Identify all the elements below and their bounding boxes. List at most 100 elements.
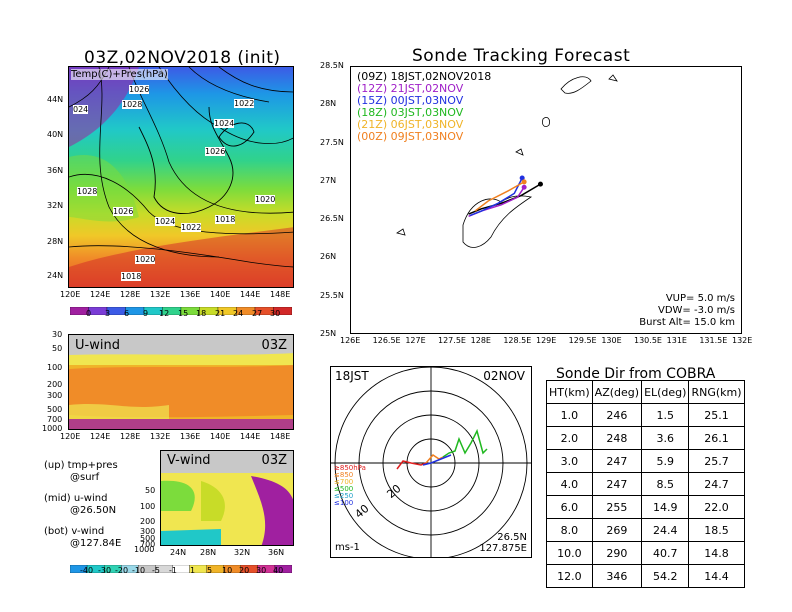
lon-tick: 128.5E <box>503 336 532 345</box>
p-tick: 200 <box>140 517 156 526</box>
cbar-label: 12 <box>159 309 170 318</box>
table-cell: 3.0 <box>546 449 593 473</box>
lat-tick: 24N <box>47 271 64 280</box>
vwind-panel: V-wind 03Z <box>160 450 294 546</box>
lat-tick: 32N <box>47 201 64 210</box>
hodograph-panel: 18JST 02NOV 20 40 ≥850hPa ≤850 ≤700 ≤500… <box>330 366 532 558</box>
table-cell: 6.0 <box>546 495 593 519</box>
p-tick: 50 <box>52 344 63 353</box>
lat-tick: 28.5N <box>320 61 344 70</box>
wind-colorbar <box>69 558 293 574</box>
temp-field-svg <box>69 67 293 287</box>
vwind-time: 03Z <box>261 453 287 468</box>
note-line: @127.84E <box>70 538 122 549</box>
hodo-unit: ms-1 <box>335 542 360 553</box>
trajectory-line <box>469 177 523 217</box>
launch-point <box>521 179 527 185</box>
table-cell: 1.5 <box>641 403 690 427</box>
cbar-label: 6 <box>124 309 130 318</box>
legend-item: (00Z) 09JST,03NOV <box>357 130 464 143</box>
table-cell: 10.0 <box>546 541 593 565</box>
table-cell: 14.4 <box>688 564 745 588</box>
map-field-label: Temp(C)+Pres(hPa) <box>71 69 168 80</box>
pressure-legend-item: ≤500 <box>334 485 354 493</box>
pressure-label: 1024 <box>214 119 235 128</box>
vwind-label: V-wind <box>167 453 211 468</box>
table-cell: 18.5 <box>688 518 745 542</box>
table-row: 8.0 269 24.4 18.5 <box>546 518 745 542</box>
cbar-label: 30 <box>270 309 281 318</box>
lon-tick: 126E <box>340 336 361 345</box>
lat-tick: 36N <box>47 166 64 175</box>
lon-tick: 128E <box>470 336 491 345</box>
p-tick: 1000 <box>42 424 63 433</box>
lon-tick: 127.5E <box>438 336 466 345</box>
table-cell: 22.0 <box>688 495 745 519</box>
table-cell: 247 <box>591 449 643 473</box>
table-cell: 25.7 <box>688 449 745 473</box>
param-line: VUP= 5.0 m/s <box>665 293 735 304</box>
table-cell: 2.0 <box>546 426 593 450</box>
pressure-legend-item: ≤700 <box>334 478 354 486</box>
lon-tick: 126.5E <box>372 336 401 345</box>
lon-tick: 132E <box>150 432 171 441</box>
lon-tick: 140E <box>210 290 231 299</box>
cbar-label: -20 <box>115 566 129 575</box>
lon-tick: 124E <box>90 290 111 299</box>
cbar-label: 21 <box>215 309 226 318</box>
table-cell: 290 <box>591 541 643 565</box>
cbar-label: -30 <box>98 566 112 575</box>
wind-colorbar-labels: -40 -30 -20 -10 -5 -1 1 5 10 20 30 40 <box>70 566 292 576</box>
hodo-date: 02NOV <box>483 369 525 383</box>
p-tick: 500 <box>140 534 156 543</box>
uwind-label: U-wind <box>75 338 120 353</box>
pressure-label: 1018 <box>215 215 236 224</box>
cbar-label: 1 <box>190 566 196 575</box>
lat-tick: 25N <box>320 329 337 338</box>
table-header-row: HT(km) AZ(deg) EL(deg) RNG(km) <box>546 380 745 404</box>
lon-tick: 120E <box>60 290 81 299</box>
pressure-legend-item: ≤100 <box>334 499 354 507</box>
cbar-label: 40 <box>273 566 284 575</box>
p-tick: 100 <box>47 363 63 372</box>
uwind-panel: U-wind 03Z <box>68 334 294 430</box>
cbar-label: -10 <box>132 566 146 575</box>
lat-tick: 26N <box>320 252 337 262</box>
note-line: @26.50N <box>70 505 117 516</box>
trajectory-line <box>468 183 541 215</box>
tracking-title: Sonde Tracking Forecast <box>412 46 631 66</box>
cbar-label: 5 <box>207 566 213 575</box>
legend-item: (18Z) 03JST,03NOV <box>357 106 464 119</box>
table-cell: 8.0 <box>546 518 593 542</box>
sonde-dir-table: HT(km) AZ(deg) EL(deg) RNG(km) 1.0 246 1.5… <box>546 380 745 588</box>
table-cell: 246 <box>591 403 643 427</box>
table-cell: 26.1 <box>688 426 745 450</box>
cbar-label: 30 <box>256 566 267 575</box>
lat-tick: 26.5N <box>320 214 344 224</box>
cbar-label: 0 <box>86 309 92 318</box>
note-line: (up) tmp+pres <box>44 460 118 471</box>
cbar-label: 9 <box>143 309 149 318</box>
hodo-pressure-legend: ≥850hPa ≤850 ≤700 ≤500 ≤250 ≤100 <box>334 465 366 507</box>
temp-colorbar-labels: 0 3 6 9 12 15 18 21 24 27 30 <box>70 309 292 319</box>
lat-tick: 32N <box>234 548 251 557</box>
table-cell: 14.9 <box>641 495 690 519</box>
vwind-field-svg <box>161 451 293 545</box>
table-cell: 54.2 <box>641 564 690 588</box>
table-row: 3.0 247 5.9 25.7 <box>546 449 745 473</box>
lon-tick: 124E <box>90 432 111 441</box>
lon-tick: 144E <box>240 432 261 441</box>
pressure-label: 1028 <box>122 100 143 109</box>
cbar-label: -5 <box>152 566 160 575</box>
p-tick: 700 <box>140 540 156 549</box>
lon-tick: 128E <box>120 432 141 441</box>
wind-colorbar-svg <box>69 564 293 574</box>
uwind-field-svg <box>69 335 293 429</box>
table-cell: 248 <box>591 426 643 450</box>
tracking-params: VUP= 5.0 m/s VDW= -3.0 m/s Burst Alt= 15… <box>639 293 735 329</box>
pressure-legend-item: ≤250 <box>334 492 354 500</box>
table-cell: 269 <box>591 518 643 542</box>
lon-tick: 148E <box>270 432 291 441</box>
param-line: VDW= -3.0 m/s <box>658 305 735 316</box>
table-cell: 255 <box>591 495 643 519</box>
